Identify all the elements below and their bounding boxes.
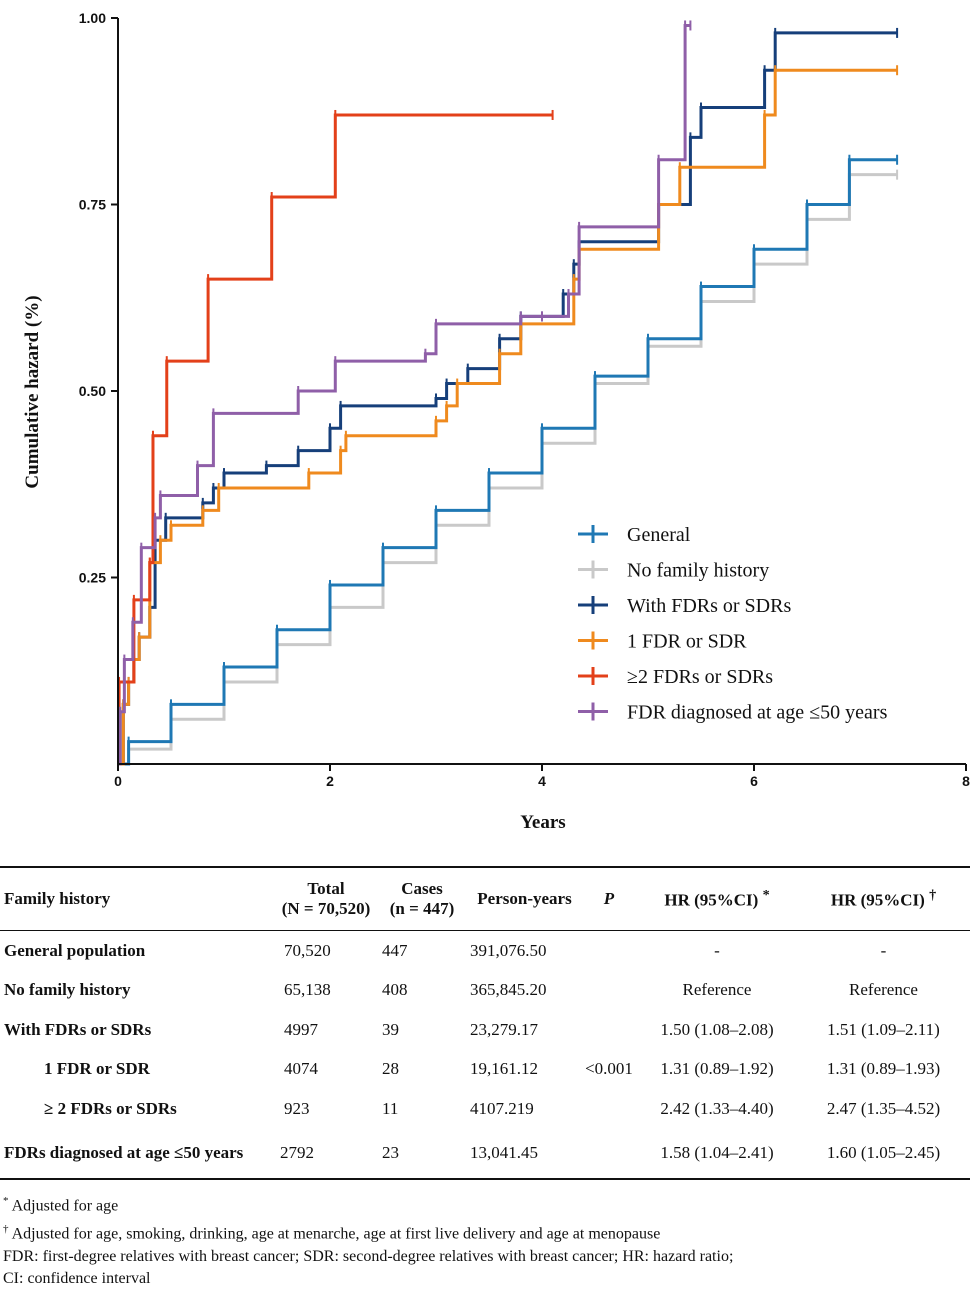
footnote-age: * Adjusted for age — [3, 1190, 733, 1218]
cell-person-years: 4107.219 — [470, 1098, 534, 1118]
cell-hr1: Reference — [682, 980, 752, 1000]
results-table: Family history Total (N = 70,520) Cases … — [0, 866, 970, 1180]
results-table-wrapper: Family history Total (N = 70,520) Cases … — [0, 866, 970, 1180]
x-tick-label: 0 — [114, 773, 122, 789]
header-person-years: Person-years — [468, 867, 581, 931]
y-axis-title: Cumulative hazard (%) — [22, 295, 43, 488]
footnote-age-mark: * — [3, 1195, 9, 1207]
table-header-row: Family history Total (N = 70,520) Cases … — [0, 867, 970, 931]
footnote-abbrev-1: FDR: first-degree relatives with breast … — [3, 1247, 734, 1265]
cell-person-years: 13,041.45 — [468, 1128, 581, 1180]
header-total: Total (N = 70,520) — [276, 867, 376, 931]
cell-hr2: 1.31 (0.89–1.93) — [826, 1059, 941, 1079]
cell-cases: 447 — [382, 940, 408, 960]
cell-cases: 11 — [382, 1098, 399, 1118]
footnote-age-text: Adjusted for age — [11, 1197, 119, 1215]
legend-label: 1 FDR or SDR — [627, 631, 747, 653]
header-hr2-text: HR (95%CI) — [830, 890, 925, 910]
cell-hr1: 1.58 (1.04–2.41) — [637, 1128, 797, 1180]
cell-total: 2792 — [276, 1128, 376, 1180]
cell-p — [581, 931, 637, 971]
table-row: With FDRs or SDRs 4997 39 23,279.17 <0.0… — [0, 1010, 970, 1079]
y-tick-label: 1.00 — [79, 10, 106, 26]
cumulative-hazard-chart: 0 2 4 6 8 0.25 0.50 0.75 1.00 Years Cumulative h… — [22, 10, 970, 833]
cell-hr2: Reference — [849, 980, 918, 1000]
cell-total: 65,138 — [284, 980, 331, 1000]
y-tick-label: 0.50 — [79, 383, 106, 399]
footnote-full: † Adjusted for age, smoking, drinking, a… — [3, 1218, 733, 1246]
cell-hr2: 2.47 (1.35–4.52) — [826, 1098, 941, 1118]
legend-label: With FDRs or SDRs — [627, 595, 791, 617]
cell-cases: 39 — [382, 1019, 399, 1039]
header-hr2-mark: † — [929, 886, 937, 903]
cell-p — [581, 1128, 637, 1180]
cell-hr2: - — [880, 940, 887, 960]
cell-p-value: <0.001 — [585, 1059, 633, 1079]
header-p: P — [581, 867, 637, 931]
cell-cases: 28 — [382, 1059, 399, 1079]
table-row: FDRs diagnosed at age ≤50 years 2792 23 … — [0, 1128, 970, 1180]
row-label: ≥ 2 FDRs or SDRs — [44, 1098, 177, 1118]
footnote-full-text: Adjusted for age, smoking, drinking, age… — [11, 1225, 661, 1243]
series-line-3 — [118, 68, 898, 766]
header-total-line1: Total — [307, 878, 345, 898]
header-hr1-text: HR (95%CI) — [664, 890, 759, 910]
x-tick-label: 4 — [538, 773, 546, 789]
cell-person-years: 391,076.50 — [470, 940, 547, 960]
header-family-history: Family history — [0, 867, 276, 931]
footnote-full-mark: † — [3, 1222, 9, 1235]
cell-hr1: - — [714, 940, 720, 960]
x-tick-label: 2 — [326, 773, 334, 789]
header-total-line2: (N = 70,520) — [281, 899, 371, 918]
cell-cases: 23 — [376, 1128, 468, 1180]
table-row: 1 FDR or SDR 4074 28 19,161.12 1.31 (0.8… — [0, 1050, 970, 1090]
chart-legend: General No family history With FDRs or SDR… — [578, 524, 888, 724]
header-hr-age-adjusted: HR (95%CI) * — [637, 867, 797, 931]
x-tick-label: 8 — [962, 773, 970, 789]
y-tick-label: 0.25 — [79, 570, 106, 586]
cell-hr2: 1.60 (1.05–2.45) — [797, 1128, 970, 1180]
cell-hr1: 1.50 (1.08–2.08) — [660, 1019, 774, 1039]
header-p-text: P — [603, 888, 615, 908]
series-line-0 — [118, 173, 898, 766]
cell-hr1: 1.31 (0.89–1.92) — [660, 1059, 774, 1079]
legend-label: ≥2 FDRs or SDRs — [627, 666, 773, 688]
legend-label: No family history — [627, 560, 769, 582]
cell-person-years: 365,845.20 — [470, 980, 547, 1000]
row-label: General population — [4, 940, 146, 960]
row-label: No family history — [4, 980, 131, 1000]
row-label: FDRs diagnosed at age ≤50 years — [0, 1128, 276, 1180]
header-cases-line2: (n = 447) — [389, 899, 455, 918]
series-line-4 — [117, 113, 553, 766]
series-line-2 — [118, 31, 898, 766]
header-cases-line1: Cases — [401, 878, 443, 898]
footnotes: * Adjusted for age † Adjusted for age, s… — [3, 1190, 733, 1291]
legend-label: FDR diagnosed at age ≤50 years — [627, 702, 888, 724]
table-row: ≥ 2 FDRs or SDRs 923 11 4107.219 2.42 (1… — [0, 1089, 970, 1129]
cell-hr2: 1.51 (1.09–2.11) — [827, 1019, 940, 1039]
cell-total: 4074 — [284, 1059, 318, 1079]
cell-total: 923 — [284, 1098, 310, 1118]
x-tick-label: 6 — [750, 773, 758, 789]
header-hr-fully-adjusted: HR (95%CI) † — [797, 867, 970, 931]
row-label: 1 FDR or SDR — [44, 1059, 150, 1079]
header-cases: Cases (n = 447) — [376, 867, 468, 931]
footnote-abbrev-2: CI: confidence interval — [3, 1270, 151, 1288]
header-hr1-mark: * — [762, 886, 770, 903]
series-line-1 — [118, 158, 898, 766]
table-row: General population 70,520 447 391,076.50… — [0, 931, 970, 971]
cell-person-years: 23,279.17 — [470, 1019, 538, 1039]
cell-hr1: 2.42 (1.33–4.40) — [660, 1098, 774, 1118]
series-line-5 — [118, 23, 691, 766]
x-axis-title: Years — [520, 812, 565, 833]
table-row: No family history 65,138 408 365,845.20 … — [0, 971, 970, 1011]
row-label: With FDRs or SDRs — [4, 1019, 152, 1039]
cell-person-years: 19,161.12 — [470, 1059, 538, 1079]
cell-cases: 408 — [382, 980, 408, 1000]
y-tick-label: 0.75 — [79, 197, 106, 213]
cell-total: 4997 — [284, 1019, 318, 1039]
legend-label: General — [627, 524, 691, 546]
cell-total: 70,520 — [284, 940, 331, 960]
cell-p — [581, 971, 637, 1011]
